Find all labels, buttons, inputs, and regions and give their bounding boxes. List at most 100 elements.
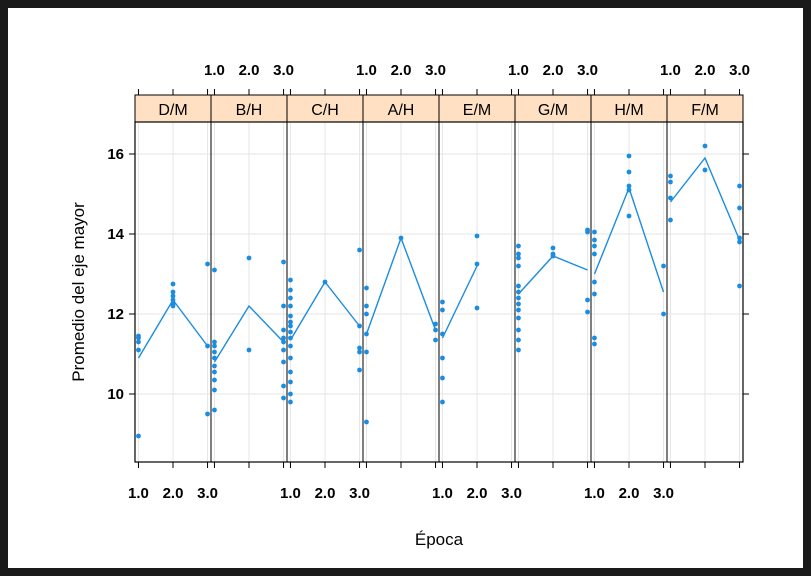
data-point <box>433 337 438 343</box>
data-point <box>592 243 597 249</box>
x-tick-label: 3.0 <box>577 62 598 79</box>
data-point <box>212 387 217 393</box>
data-point <box>288 303 293 309</box>
data-point <box>288 323 293 329</box>
y-tick-label: 10 <box>107 386 124 403</box>
data-point <box>516 283 521 289</box>
data-point <box>737 239 742 245</box>
data-point <box>550 253 556 259</box>
data-point <box>585 297 590 303</box>
data-point <box>516 251 521 257</box>
strip-label: H/M <box>614 102 643 119</box>
x-tick-label: 2.0 <box>163 485 184 502</box>
x-tick-label: 1.0 <box>128 485 149 502</box>
strip-label: A/H <box>388 102 415 119</box>
data-point <box>136 339 141 345</box>
data-point <box>281 395 286 401</box>
x-tick-label: 2.0 <box>239 62 260 79</box>
data-point <box>364 331 369 337</box>
data-point <box>364 303 369 309</box>
data-point <box>516 337 521 343</box>
x-tick-label: 1.0 <box>204 62 225 79</box>
data-point <box>440 355 445 361</box>
trend-line <box>669 156 741 241</box>
data-point <box>668 173 673 179</box>
data-point <box>516 255 521 261</box>
strip-label: F/M <box>691 102 719 119</box>
x-tick-label: 3.0 <box>653 485 674 502</box>
y-tick-label: 12 <box>107 306 124 323</box>
data-point <box>288 335 293 341</box>
data-point <box>212 349 217 355</box>
x-tick-label: 1.0 <box>584 485 605 502</box>
data-point <box>585 309 590 315</box>
data-point <box>592 279 597 285</box>
plot-border <box>134 121 744 463</box>
data-point <box>516 301 521 307</box>
data-point <box>626 153 632 159</box>
data-point <box>668 195 673 201</box>
data-point <box>585 229 590 235</box>
data-point <box>737 283 742 289</box>
data-point <box>592 237 597 243</box>
data-point <box>592 291 597 297</box>
strip-D/M <box>134 94 212 123</box>
data-point <box>170 303 176 309</box>
x-tick-label: 2.0 <box>391 62 412 79</box>
x-tick-label: 2.0 <box>695 62 716 79</box>
data-point <box>281 259 286 265</box>
data-point <box>288 379 293 385</box>
data-point <box>433 327 438 333</box>
data-point <box>550 245 556 251</box>
data-point <box>212 267 217 273</box>
x-tick-label: 3.0 <box>273 62 294 79</box>
data-point <box>440 307 445 313</box>
data-point <box>212 369 217 375</box>
data-point <box>592 229 597 235</box>
data-point <box>592 335 597 341</box>
data-point <box>440 399 445 405</box>
data-point <box>626 169 632 175</box>
data-point <box>205 411 210 417</box>
strip-C/H <box>286 94 364 123</box>
data-point <box>212 407 217 413</box>
data-point <box>516 289 521 295</box>
x-tick-label: 1.0 <box>508 62 529 79</box>
x-tick-label: 1.0 <box>432 485 453 502</box>
data-point <box>433 321 438 327</box>
data-point <box>212 363 217 369</box>
data-point <box>398 235 404 241</box>
strip-label: C/H <box>311 102 339 119</box>
x-tick-label: 1.0 <box>280 485 301 502</box>
x-tick-label: 3.0 <box>197 485 218 502</box>
strip-label: G/M <box>538 102 568 119</box>
data-point <box>440 375 445 381</box>
data-point <box>288 399 293 405</box>
data-point <box>288 313 293 319</box>
data-point <box>288 319 293 325</box>
data-point <box>246 347 252 353</box>
data-point <box>170 289 176 295</box>
x-tick-label: 2.0 <box>467 485 488 502</box>
data-point <box>170 281 176 287</box>
data-point <box>702 143 708 149</box>
data-point <box>474 261 480 267</box>
data-point <box>474 233 480 239</box>
data-point <box>702 167 708 173</box>
trend-line <box>441 265 478 339</box>
data-point <box>288 295 293 301</box>
data-point <box>668 217 673 223</box>
data-point <box>661 311 666 317</box>
data-point <box>592 341 597 347</box>
data-point <box>357 247 362 253</box>
data-point <box>516 347 521 353</box>
data-point <box>212 339 217 345</box>
data-point <box>357 345 362 351</box>
strip-label: E/M <box>463 102 491 119</box>
data-point <box>737 205 742 211</box>
data-point <box>516 315 521 321</box>
data-point <box>516 243 521 249</box>
data-point <box>136 347 141 353</box>
data-point <box>737 235 742 241</box>
data-point <box>281 383 286 389</box>
